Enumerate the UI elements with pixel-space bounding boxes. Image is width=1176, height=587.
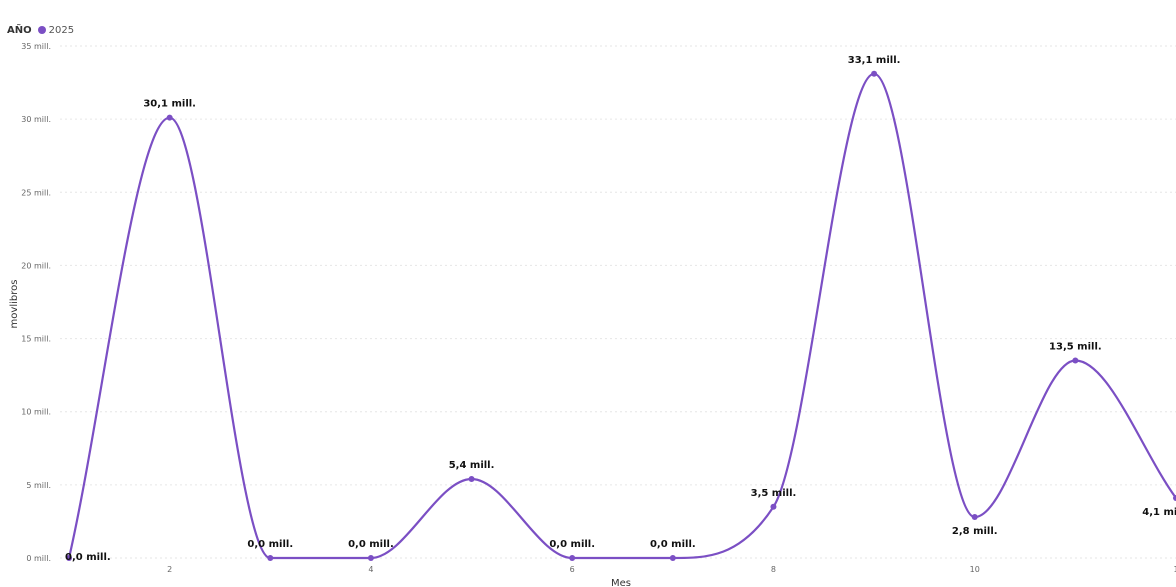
data-point[interactable]: [66, 555, 73, 561]
data-label: 0,0 mill.: [650, 539, 696, 550]
data-label: 3,5 mill.: [751, 488, 797, 499]
y-tick-label: 10 mill.: [21, 408, 51, 417]
x-tick-label: 8: [771, 565, 776, 574]
data-labels: 0,0 mill. 30,1 mill. 0,0 mill. 0,0 mill. 5,4…: [65, 55, 1176, 563]
data-point[interactable]: [367, 555, 374, 561]
gridlines: [60, 45, 1176, 559]
data-label: 4,1 mill.: [1142, 507, 1176, 518]
y-tick-label: 35 mill.: [21, 42, 51, 51]
x-tick-label: 6: [570, 565, 575, 574]
y-tick-label: 25 mill.: [21, 188, 51, 197]
data-label: 0,0 mill.: [247, 539, 293, 550]
x-axis-title: Mes: [611, 578, 631, 587]
data-point[interactable]: [1072, 357, 1079, 364]
data-point[interactable]: [871, 70, 878, 77]
y-tick-label: 5 mill.: [26, 481, 51, 490]
x-tick-label: 2: [167, 565, 172, 574]
data-label: 33,1 mill.: [848, 55, 901, 66]
x-axis-ticks: 2 4 6 8 10 1: [167, 565, 1176, 574]
data-point[interactable]: [669, 555, 676, 561]
data-point[interactable]: [166, 114, 173, 121]
series-line-2025: [67, 72, 1176, 560]
data-label: 0,0 mill.: [348, 539, 394, 550]
data-point[interactable]: [1173, 495, 1176, 502]
y-axis-ticks: 0 mill. 5 mill. 10 mill. 15 mill. 20 mill. 25…: [21, 42, 51, 563]
data-point[interactable]: [971, 514, 978, 521]
y-axis-title: movlibros: [9, 280, 20, 329]
legend-marker-icon: [37, 26, 46, 34]
data-point[interactable]: [770, 503, 777, 510]
y-tick-label: 15 mill.: [21, 335, 51, 344]
x-tick-label: 1: [1173, 565, 1176, 574]
data-label: 13,5 mill.: [1049, 342, 1102, 353]
y-tick-label: 0 mill.: [26, 554, 51, 563]
legend-title: AÑO: [7, 24, 32, 36]
data-label: 2,8 mill.: [952, 526, 998, 537]
data-label: 0,0 mill.: [65, 552, 111, 563]
data-label: 30,1 mill.: [143, 99, 196, 110]
x-tick-label: 4: [368, 565, 373, 574]
series-group: [66, 70, 1176, 561]
data-point[interactable]: [267, 555, 274, 561]
x-tick-label: 10: [970, 565, 980, 574]
y-tick-label: 20 mill.: [21, 261, 51, 270]
data-label: 0,0 mill.: [549, 539, 595, 550]
y-tick-label: 30 mill.: [21, 115, 51, 124]
data-point[interactable]: [468, 476, 475, 483]
data-point[interactable]: [569, 555, 576, 561]
legend-entry-2025[interactable]: 2025: [48, 24, 75, 36]
data-label: 5,4 mill.: [449, 460, 495, 471]
legend: AÑO 2025: [7, 23, 74, 37]
